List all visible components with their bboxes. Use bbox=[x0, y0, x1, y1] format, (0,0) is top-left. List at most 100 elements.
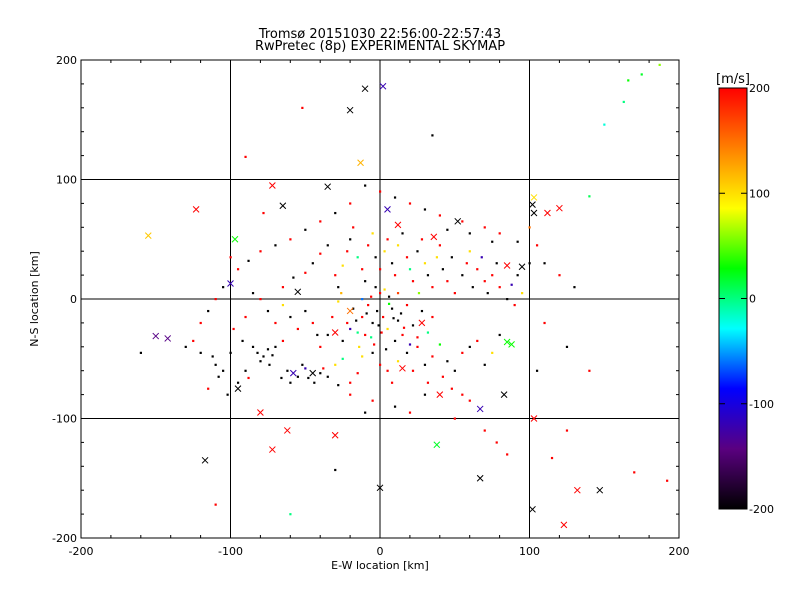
data-point-dot bbox=[491, 240, 494, 243]
data-point-dot bbox=[480, 256, 483, 259]
data-point-dot bbox=[214, 503, 217, 506]
data-point-dot bbox=[304, 309, 307, 313]
data-point-dot bbox=[491, 274, 494, 277]
data-point-dot bbox=[565, 429, 569, 432]
data-point-cross bbox=[324, 183, 332, 191]
data-point-dot bbox=[420, 309, 424, 313]
data-point-dot bbox=[262, 211, 265, 215]
data-point-dot bbox=[381, 315, 385, 319]
chart-title: Tromsø 20151030 22:56:00-22:57:43 bbox=[258, 27, 502, 42]
data-point-dot bbox=[292, 276, 295, 279]
data-point-dot bbox=[374, 286, 377, 289]
data-point-dot bbox=[376, 309, 379, 313]
y-tick-label: 100 bbox=[56, 174, 77, 187]
data-point-dot bbox=[319, 345, 322, 348]
data-point-dot bbox=[319, 220, 322, 223]
data-point-dot bbox=[627, 79, 630, 82]
data-point-dot bbox=[199, 351, 202, 354]
data-point-dot bbox=[349, 381, 352, 384]
data-point-dot bbox=[392, 317, 395, 320]
data-point-dot bbox=[506, 298, 509, 301]
data-point-dot bbox=[301, 106, 304, 109]
data-point-cross bbox=[399, 364, 406, 372]
data-point-dot bbox=[334, 274, 337, 277]
data-point-dot bbox=[367, 244, 370, 247]
data-point-dot bbox=[506, 453, 509, 456]
data-point-dot bbox=[640, 73, 643, 76]
data-point-dot bbox=[483, 226, 486, 229]
data-point-dot bbox=[371, 321, 374, 325]
data-point-dot bbox=[510, 283, 513, 286]
data-point-dot bbox=[289, 315, 292, 319]
data-point-dot bbox=[390, 262, 394, 265]
data-point-dot bbox=[495, 262, 498, 265]
data-point-dot bbox=[334, 468, 337, 472]
data-point-dot bbox=[289, 238, 292, 241]
data-point-dot bbox=[390, 381, 394, 384]
data-point-cross bbox=[529, 201, 536, 208]
data-point-cross bbox=[518, 263, 526, 271]
data-point-dot bbox=[236, 268, 240, 271]
data-point-dot bbox=[356, 331, 359, 334]
data-point-cross bbox=[476, 405, 484, 413]
data-point-cross bbox=[384, 206, 391, 213]
data-point-dot bbox=[337, 286, 340, 289]
data-point-dot bbox=[550, 456, 554, 460]
data-point-dot bbox=[334, 363, 337, 366]
data-point-dot bbox=[364, 411, 367, 414]
data-point-dot bbox=[420, 238, 424, 241]
x-tick-label: -100 bbox=[218, 545, 243, 558]
data-point-dot bbox=[483, 363, 486, 366]
data-point-dot bbox=[423, 262, 427, 265]
data-point-dot bbox=[528, 226, 531, 229]
data-point-dot bbox=[446, 360, 449, 363]
data-point-cross bbox=[346, 106, 354, 114]
data-point-dot bbox=[453, 417, 456, 420]
data-point-cross bbox=[530, 194, 538, 201]
data-point-dot bbox=[364, 184, 367, 187]
data-point-cross bbox=[283, 427, 291, 434]
data-point-dot bbox=[274, 321, 277, 325]
data-point-cross bbox=[556, 204, 563, 212]
colorbar-tick-label: -100 bbox=[749, 398, 774, 411]
data-point-dot bbox=[426, 274, 430, 277]
data-point-cross bbox=[269, 446, 276, 453]
data-point-dot bbox=[438, 343, 441, 346]
data-point-dot bbox=[319, 372, 322, 375]
data-point-dot bbox=[259, 298, 262, 301]
data-point-cross bbox=[530, 209, 538, 217]
data-point-dot bbox=[259, 360, 262, 363]
data-point-dot bbox=[491, 351, 494, 354]
chart-subtitle: RwPretec (8p) EXPERIMENTAL SKYMAP bbox=[254, 39, 506, 54]
data-point-dot bbox=[666, 479, 669, 482]
x-tick-label: -200 bbox=[69, 545, 94, 558]
data-point-cross bbox=[394, 221, 402, 229]
data-point-cross bbox=[269, 182, 276, 189]
data-point-dot bbox=[435, 256, 439, 259]
data-point-dot bbox=[387, 302, 391, 305]
data-point-dot bbox=[453, 369, 456, 372]
data-point-dot bbox=[423, 208, 427, 211]
data-point-dot bbox=[495, 441, 498, 444]
data-point-dot bbox=[334, 211, 337, 215]
data-point-dot bbox=[371, 351, 374, 354]
data-point-dot bbox=[352, 307, 355, 310]
data-point-cross bbox=[346, 307, 354, 315]
data-point-dot bbox=[446, 280, 449, 283]
data-point-dot bbox=[386, 327, 389, 331]
data-point-dot bbox=[461, 351, 464, 354]
data-point-dot bbox=[356, 372, 359, 375]
data-point-cross bbox=[596, 486, 604, 494]
data-point-dot bbox=[367, 303, 370, 307]
data-point-dot bbox=[322, 367, 325, 370]
data-point-dot bbox=[450, 387, 453, 390]
data-point-dot bbox=[331, 315, 334, 319]
data-point-dot bbox=[232, 327, 235, 331]
data-point-dot bbox=[468, 232, 471, 235]
y-axis-label: N-S location [km] bbox=[28, 251, 41, 347]
data-point-dot bbox=[535, 369, 539, 372]
data-point-cross bbox=[279, 202, 287, 210]
data-point-dot bbox=[431, 134, 434, 137]
data-point-dot bbox=[461, 393, 464, 396]
data-point-dot bbox=[244, 155, 247, 158]
